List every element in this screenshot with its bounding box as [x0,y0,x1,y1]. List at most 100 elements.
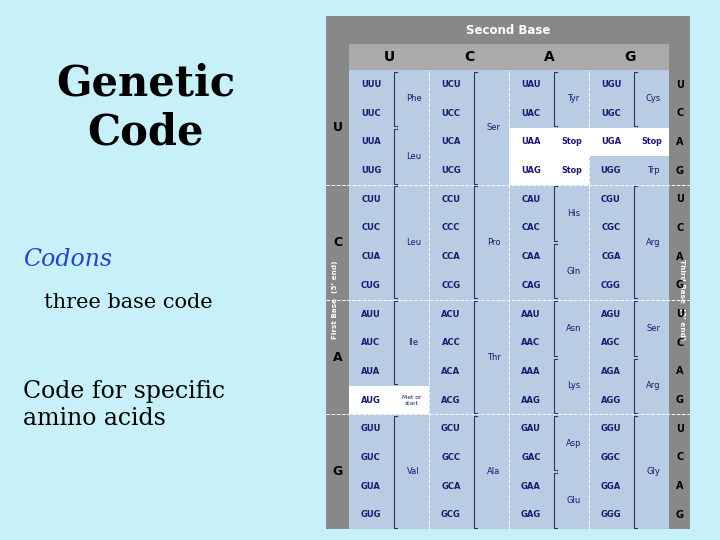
Text: Cys: Cys [646,94,661,103]
Text: GCC: GCC [441,453,461,462]
Text: AAU: AAU [521,309,541,319]
Text: C: C [676,453,683,462]
Text: CCC: CCC [442,224,460,233]
Text: C: C [464,50,474,64]
Text: AAG: AAG [521,396,541,404]
Text: C: C [676,108,683,118]
Text: UUU: UUU [361,80,381,89]
Text: GGA: GGA [600,482,621,491]
Text: ACA: ACA [441,367,461,376]
Bar [590,127,670,156]
Text: CAU: CAU [521,195,541,204]
Text: A: A [333,350,343,363]
Text: Gly: Gly [647,467,660,476]
Text: Phe: Phe [406,94,421,103]
Text: A: A [544,50,555,64]
Text: GGG: GGG [600,510,621,519]
Bar [349,386,429,415]
Text: A: A [676,252,683,262]
Bar [326,16,690,529]
Text: AGC: AGC [601,338,621,347]
Text: Second Base: Second Base [466,24,550,37]
Text: Trp: Trp [647,166,660,175]
Text: AGG: AGG [600,396,621,404]
Text: G: G [676,395,684,405]
Text: G: G [333,465,343,478]
Text: GUG: GUG [361,510,381,519]
Text: G: G [624,50,635,64]
Text: Thr: Thr [487,353,500,362]
Bar [510,156,590,185]
Text: CGU: CGU [601,195,621,204]
Bar [326,16,690,44]
Text: Codons: Codons [23,248,112,271]
Text: AAA: AAA [521,367,541,376]
Text: AAC: AAC [521,338,541,347]
Text: CAC: CAC [521,224,540,233]
Text: GUA: GUA [361,482,381,491]
Text: UGC: UGC [601,109,621,118]
Text: Genetic
Code: Genetic Code [56,63,235,153]
Text: UCU: UCU [441,80,461,89]
Text: UCA: UCA [441,137,461,146]
Text: GAA: GAA [521,482,541,491]
Text: GAG: GAG [521,510,541,519]
Text: CCU: CCU [441,195,461,204]
Text: CCG: CCG [441,281,461,290]
Text: CGG: CGG [601,281,621,290]
Text: Ser: Ser [487,123,500,132]
Text: Asp: Asp [566,438,581,448]
Text: U: U [333,121,343,134]
Text: CGA: CGA [601,252,621,261]
Text: Asn: Asn [566,324,581,333]
Text: C: C [333,236,342,249]
Text: CGC: CGC [601,224,621,233]
Text: Gln: Gln [567,267,581,275]
Text: GGC: GGC [601,453,621,462]
Text: UAA: UAA [521,137,541,146]
Text: CUG: CUG [361,281,381,290]
Text: Arg: Arg [647,238,661,247]
Text: ACC: ACC [441,338,460,347]
Text: A: A [676,367,683,376]
Text: Pro: Pro [487,238,500,247]
Text: GUU: GUU [361,424,381,433]
Text: Tyr: Tyr [567,94,580,103]
Text: AUC: AUC [361,338,380,347]
Text: GCG: GCG [441,510,461,519]
Text: AGU: AGU [601,309,621,319]
Text: UAU: UAU [521,80,541,89]
Text: UGA: UGA [601,137,621,146]
Text: Arg: Arg [647,381,661,390]
Text: A: A [676,137,683,147]
Text: UUC: UUC [361,109,381,118]
Text: UCC: UCC [441,109,461,118]
Text: ACG: ACG [441,396,461,404]
Text: UGG: UGG [600,166,621,175]
Bar [326,70,349,529]
Text: Met or
start: Met or start [402,395,422,406]
Bar [349,44,670,70]
Text: His: His [567,209,580,218]
Text: UCG: UCG [441,166,461,175]
Text: AUG: AUG [361,396,381,404]
Text: U: U [676,194,684,204]
Text: UUA: UUA [361,137,381,146]
Text: Ser: Ser [647,324,661,333]
Text: U: U [676,79,684,90]
Text: CUU: CUU [361,195,381,204]
Text: Stop: Stop [642,137,662,146]
Text: GAC: GAC [521,453,541,462]
Text: Ile: Ile [408,338,418,347]
Bar [510,127,590,156]
Text: A: A [676,481,683,491]
Text: GAU: GAU [521,424,541,433]
Text: Ala: Ala [487,467,500,476]
Text: AGA: AGA [601,367,621,376]
Text: U: U [676,309,684,319]
Text: GCA: GCA [441,482,461,491]
Text: Code for specific
amino acids: Code for specific amino acids [23,380,225,430]
Text: First Base  (5’ end): First Base (5’ end) [332,260,338,339]
Text: Glu: Glu [567,496,581,505]
Text: AUA: AUA [361,367,381,376]
